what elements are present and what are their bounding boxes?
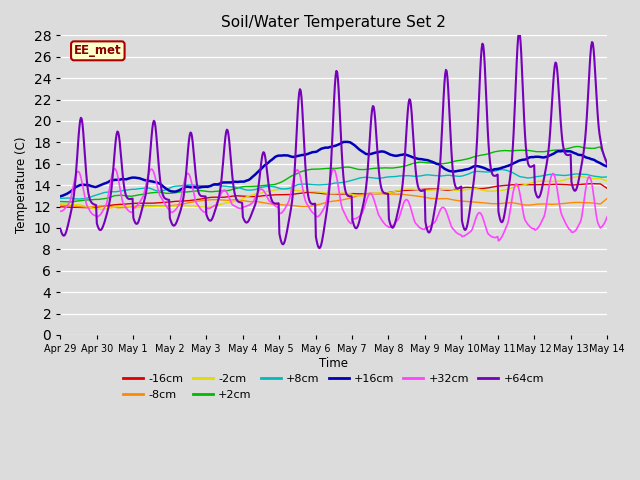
+16cm <box>123 176 131 182</box>
-16cm <box>124 201 131 207</box>
+16cm <box>417 156 425 162</box>
+16cm <box>56 193 64 199</box>
+8cm <box>499 167 507 172</box>
+32cm <box>417 226 425 231</box>
+2cm <box>573 144 581 149</box>
+32cm <box>111 166 119 172</box>
-16cm <box>588 181 596 187</box>
+8cm <box>417 173 425 179</box>
+64cm <box>401 154 409 159</box>
+2cm <box>179 189 187 195</box>
+32cm <box>208 204 216 210</box>
+64cm <box>56 226 64 232</box>
-8cm <box>208 197 216 203</box>
+16cm <box>343 139 351 144</box>
Line: +64cm: +64cm <box>60 32 607 248</box>
+8cm <box>604 174 611 180</box>
-8cm <box>604 195 611 201</box>
-2cm <box>401 186 409 192</box>
Line: -16cm: -16cm <box>60 184 607 208</box>
+32cm <box>124 206 131 212</box>
+8cm <box>67 195 74 201</box>
Title: Soil/Water Temperature Set 2: Soil/Water Temperature Set 2 <box>221 15 446 30</box>
Line: -2cm: -2cm <box>60 176 607 209</box>
Y-axis label: Temperature (C): Temperature (C) <box>15 137 28 233</box>
-16cm <box>417 187 425 192</box>
+2cm <box>67 199 75 205</box>
+64cm <box>207 217 215 223</box>
+32cm <box>401 198 409 204</box>
-8cm <box>67 203 74 209</box>
+8cm <box>75 196 83 202</box>
+64cm <box>67 213 74 218</box>
-8cm <box>369 191 377 196</box>
+16cm <box>604 164 611 169</box>
X-axis label: Time: Time <box>319 357 348 370</box>
+2cm <box>417 159 425 165</box>
+16cm <box>178 186 186 192</box>
+32cm <box>56 208 64 214</box>
Line: -8cm: -8cm <box>60 193 607 208</box>
+64cm <box>604 161 611 167</box>
Line: +2cm: +2cm <box>60 146 607 202</box>
+16cm <box>207 183 215 189</box>
Text: EE_met: EE_met <box>74 44 122 57</box>
+8cm <box>179 183 187 189</box>
-2cm <box>576 173 584 179</box>
-16cm <box>67 204 74 210</box>
+2cm <box>124 193 131 199</box>
Line: +32cm: +32cm <box>60 169 607 241</box>
-8cm <box>124 204 131 210</box>
-16cm <box>401 188 409 193</box>
+32cm <box>604 214 611 219</box>
+2cm <box>56 199 64 204</box>
-16cm <box>84 205 92 211</box>
-2cm <box>56 201 64 206</box>
+64cm <box>417 188 425 194</box>
-2cm <box>67 202 74 207</box>
+16cm <box>67 189 74 194</box>
-2cm <box>208 204 216 210</box>
+2cm <box>67 199 74 205</box>
+8cm <box>208 183 216 189</box>
-8cm <box>179 201 187 207</box>
-16cm <box>208 194 216 200</box>
+32cm <box>67 198 74 204</box>
-8cm <box>115 205 123 211</box>
+2cm <box>604 160 611 166</box>
-16cm <box>604 186 611 192</box>
Line: +8cm: +8cm <box>60 169 607 199</box>
+8cm <box>401 173 409 179</box>
+64cm <box>316 245 324 251</box>
+8cm <box>56 195 64 201</box>
-2cm <box>417 187 425 193</box>
+64cm <box>515 29 523 35</box>
+2cm <box>208 189 216 194</box>
+8cm <box>124 187 131 193</box>
+64cm <box>178 202 186 208</box>
-2cm <box>97 206 104 212</box>
-8cm <box>418 194 426 200</box>
-2cm <box>179 203 187 209</box>
+32cm <box>495 238 502 244</box>
Legend: -16cm, -8cm, -2cm, +2cm, +8cm, +16cm, +32cm, +64cm: -16cm, -8cm, -2cm, +2cm, +8cm, +16cm, +3… <box>119 370 548 404</box>
-2cm <box>604 178 611 184</box>
-2cm <box>124 204 131 210</box>
-8cm <box>402 192 410 198</box>
Line: +16cm: +16cm <box>60 142 607 196</box>
-16cm <box>56 204 64 210</box>
-16cm <box>179 198 187 204</box>
-8cm <box>56 202 64 208</box>
+64cm <box>123 194 131 200</box>
+2cm <box>401 163 409 169</box>
+16cm <box>401 152 409 157</box>
+32cm <box>179 186 187 192</box>
